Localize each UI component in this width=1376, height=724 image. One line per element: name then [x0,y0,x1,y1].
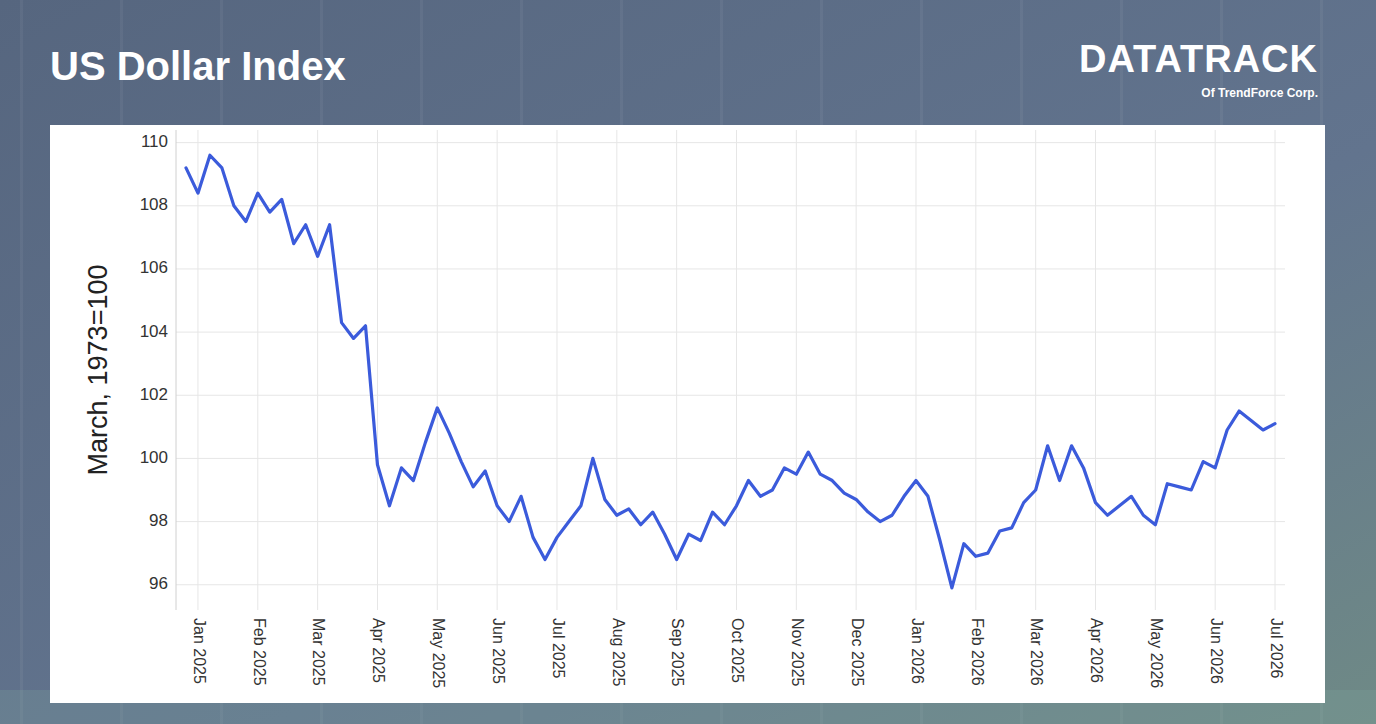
y-axis-title: March, 1973=100 [83,265,113,476]
chart-panel [50,125,1325,703]
x-grid-line [257,130,258,610]
x-grid-line [437,130,438,610]
logo-subtitle: Of TrendForce Corp. [1201,86,1318,100]
logo: DATATRACK [1079,38,1318,80]
x-tick-label: Oct 2025 [729,618,746,683]
y-tick-label: 100 [140,448,168,467]
x-grid-line [915,130,916,610]
grid [176,130,1285,610]
x-grid-line [796,130,797,610]
y-tick-label: 96 [149,574,168,593]
y-grid-line [176,205,1285,206]
x-grid-line [1035,130,1036,610]
y-tick-label: 104 [140,322,168,341]
x-tick-label: Jan 2025 [191,618,208,684]
y-axis-line [176,130,177,610]
x-grid-line [497,130,498,610]
x-tick-label: May 2026 [1148,618,1165,688]
x-grid-line [377,130,378,610]
x-tick-label: Mar 2026 [1028,618,1045,686]
x-tick-label: Aug 2025 [610,618,627,687]
y-grid-line [176,332,1285,333]
y-grid-line [176,395,1285,396]
background [0,0,1376,724]
canvas: US Dollar Index DATATRACK Of TrendForce Co… [0,0,1376,724]
y-grid-line [176,142,1285,143]
x-tick-label: Jul 2025 [550,618,567,679]
x-tick-label: Feb 2025 [251,618,268,686]
y-grid-line [176,268,1285,269]
x-grid-line [616,130,617,610]
x-grid-line [1275,130,1276,610]
x-tick-label: Sep 2025 [669,618,686,687]
x-grid-line [1095,130,1096,610]
plot-area [186,155,1275,588]
x-grid-line [317,130,318,610]
x-grid-line [736,130,737,610]
x-grid-line [197,130,198,610]
x-grid-line [856,130,857,610]
index-line [186,155,1275,588]
x-grid-line [1155,130,1156,610]
y-tick-label: 106 [140,258,168,277]
x-tick-label: Jul 2026 [1268,618,1285,679]
y-tick-label: 98 [149,511,168,530]
x-grid-line [676,130,677,610]
y-grid-line [176,458,1285,459]
x-tick-label: Feb 2026 [969,618,986,686]
title: US Dollar Index [50,44,346,88]
y-grid-line [176,584,1285,585]
y-tick-label: 108 [140,195,168,214]
x-grid-line [975,130,976,610]
y-grid-line [176,521,1285,522]
x-grid-line [1215,130,1216,610]
x-tick-label: May 2025 [430,618,447,688]
x-tick-label: Jan 2026 [909,618,926,684]
bg-decor [20,0,23,724]
x-tick-label: Mar 2025 [310,618,327,686]
x-tick-label: Jun 2025 [490,618,507,684]
x-tick-label: Dec 2025 [849,618,866,687]
x-tick-label: Apr 2025 [370,618,387,683]
x-tick-label: Nov 2025 [789,618,806,687]
y-tick-label: 102 [140,385,168,404]
y-tick-label: 110 [141,132,168,151]
x-tick-label: Apr 2026 [1088,618,1105,683]
x-tick-label: Jun 2026 [1208,618,1225,684]
